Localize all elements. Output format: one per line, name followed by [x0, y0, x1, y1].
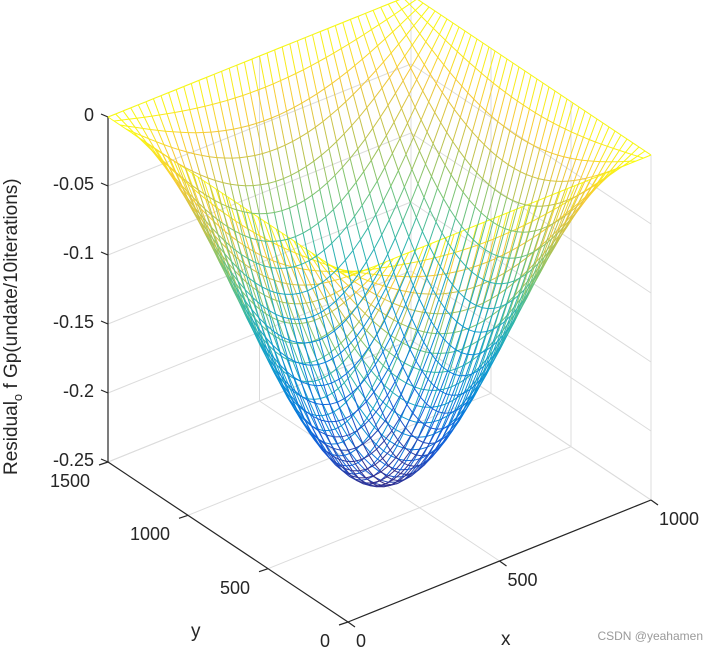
z-tick-label: -0.25: [52, 450, 94, 470]
z-axis-label: Residualo f Gp(undate/10iterations): [1, 178, 25, 475]
x-axis-label: x: [501, 629, 511, 650]
x-tick-label: 0: [356, 631, 367, 651]
y-tick-label: 0: [319, 631, 330, 651]
z-tick-label: 0: [83, 105, 94, 125]
surface-mesh: [107, 0, 652, 488]
z-tick-label: -0.2: [62, 381, 94, 401]
z-tick-label: -0.15: [52, 312, 94, 332]
x-tick-label: 500: [507, 570, 538, 590]
y-tick-label: 1500: [49, 471, 90, 491]
axes-lines: [98, 113, 659, 628]
z-tick-label: -0.05: [52, 174, 94, 194]
watermark: CSDN @yeahamen: [597, 629, 703, 643]
y-axis-label: y: [191, 621, 201, 642]
x-tick-label: 1000: [659, 509, 700, 529]
y-tick-label: 500: [219, 577, 250, 598]
y-tick-label: 1000: [129, 524, 170, 545]
z-tick-label: -0.1: [62, 243, 94, 263]
